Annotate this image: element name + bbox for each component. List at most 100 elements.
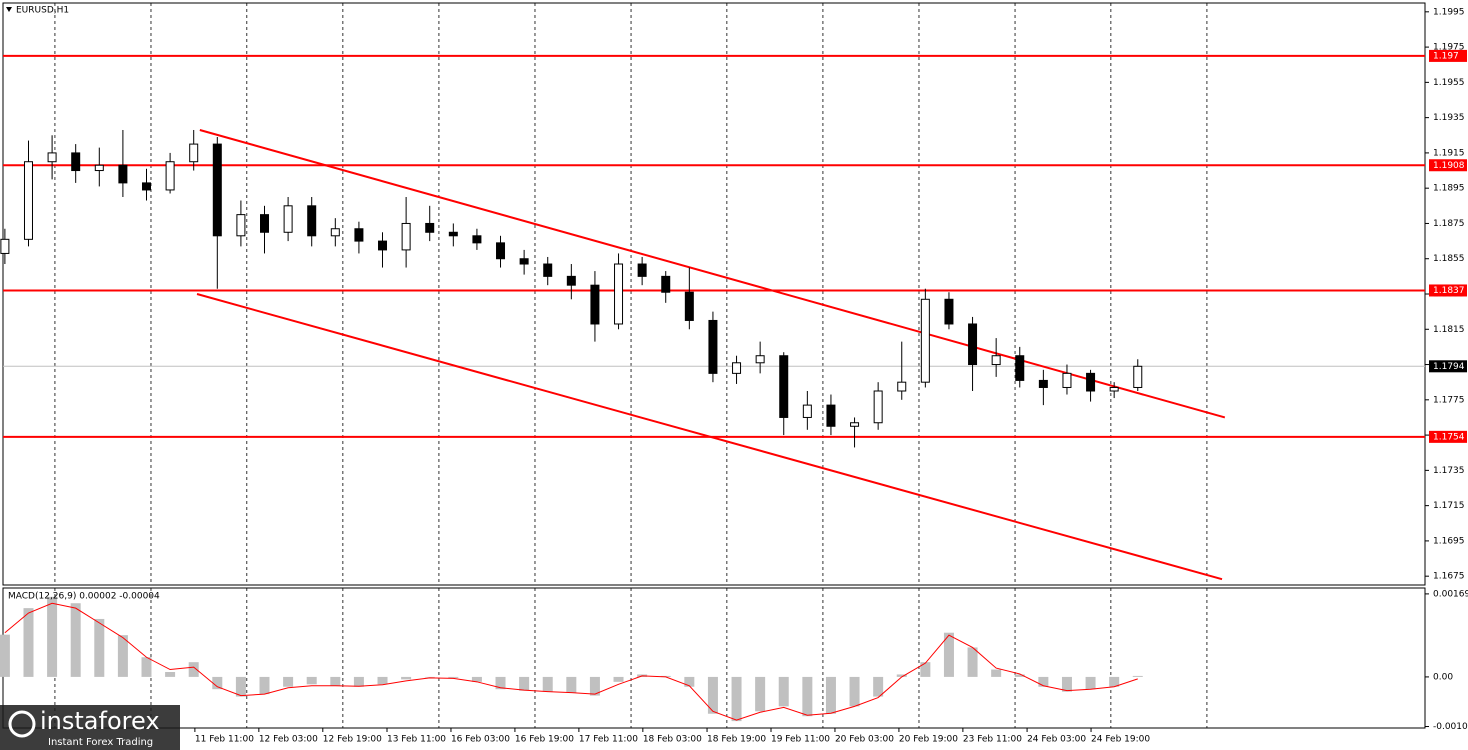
macd-bar: [1038, 676, 1049, 687]
candle-body: [71, 152, 81, 172]
candle-body: [189, 143, 199, 163]
macd-bar: [117, 635, 128, 677]
macd-bar: [967, 647, 978, 677]
level-label: 1.1837: [1433, 286, 1465, 296]
candle-body: [472, 235, 482, 244]
candle-body: [1086, 372, 1096, 392]
y-tick-label: 1.1995: [1433, 7, 1465, 17]
candle-body: [47, 152, 57, 163]
macd-bar: [377, 676, 388, 685]
trend-line: [196, 293, 1223, 581]
y-tick-label: 1.1875: [1433, 219, 1465, 229]
candle-body: [354, 228, 364, 242]
macd-bar: [707, 676, 718, 714]
candle-body: [614, 263, 624, 325]
logo-name: instaforex: [40, 707, 160, 735]
level-label: 1.1754: [1433, 432, 1465, 442]
candle-body: [708, 319, 718, 374]
macd-bar: [613, 676, 624, 682]
candle-body: [307, 205, 317, 237]
x-tick-label: 20 Feb 19:00: [899, 735, 958, 745]
candle-body: [968, 323, 978, 366]
candle-body: [283, 205, 293, 233]
macd-bar: [589, 676, 600, 696]
macd-bar: [802, 676, 813, 717]
y-tick-label: 0.00: [1433, 672, 1453, 682]
macd-bar: [755, 676, 766, 712]
macd-signal: [4, 602, 1138, 721]
current-price-label: 1.1794: [1433, 362, 1465, 372]
candle-body: [944, 298, 954, 325]
macd-bar: [330, 676, 341, 686]
candle-body: [779, 355, 789, 418]
candle-body: [165, 161, 175, 191]
trend-line: [199, 129, 1226, 419]
current-price-box: [1429, 360, 1467, 373]
candle-body: [684, 291, 694, 321]
candle-body: [873, 390, 883, 424]
y-tick-label: 1.1855: [1433, 254, 1465, 264]
macd-bar: [23, 608, 34, 677]
macd-bar: [684, 676, 695, 687]
macd-bar: [849, 676, 860, 707]
x-tick-label: 12 Feb 19:00: [323, 735, 382, 745]
candle-body: [732, 362, 742, 374]
candle-body: [425, 222, 435, 233]
macd-bar: [94, 618, 105, 677]
macd-bar: [259, 676, 270, 695]
chart-title: EURUSD,H1: [16, 6, 69, 16]
candle-body: [566, 275, 576, 286]
y-tick-label: 0.00169: [1433, 589, 1468, 599]
y-tick-label: 1.1915: [1433, 148, 1465, 158]
macd-bar: [566, 676, 577, 693]
macd-bar: [495, 676, 506, 690]
title-arrow: [6, 7, 12, 12]
macd-bar: [943, 632, 954, 677]
candle-body: [260, 214, 270, 233]
candle-body: [1015, 355, 1025, 381]
x-tick-label: 18 Feb 03:00: [643, 735, 702, 745]
macd-bar: [353, 676, 364, 687]
y-tick-label: 1.1935: [1433, 113, 1465, 123]
candle-body: [0, 238, 10, 254]
y-tick-label: 1.1675: [1433, 572, 1465, 582]
macd-bar: [70, 603, 81, 677]
candle-body: [496, 242, 506, 260]
macd-bar: [165, 672, 176, 677]
candle-body: [448, 231, 458, 237]
level-box: [1429, 49, 1467, 62]
candle-body: [590, 284, 600, 325]
candle-body: [23, 161, 33, 240]
macd-bar: [873, 676, 884, 697]
level-box: [1429, 430, 1467, 443]
candle-body: [661, 275, 671, 293]
macd-bar: [47, 596, 58, 677]
x-tick-label: 13 Feb 11:00: [387, 735, 446, 745]
macd-bar: [283, 676, 294, 687]
logo-tagline: Instant Forex Trading: [48, 737, 153, 748]
macd-bar: [188, 662, 199, 677]
candle-body: [920, 298, 930, 383]
x-tick-label: 24 Feb 03:00: [1027, 735, 1086, 745]
candle-body: [1038, 379, 1048, 388]
macd-bar: [448, 676, 459, 678]
candle-body: [755, 355, 765, 364]
macd-title: MACD(12,26,9) 0.00002 -0.00004: [8, 592, 160, 602]
logo-icon: [8, 710, 36, 738]
y-tick-label: 1.1715: [1433, 501, 1465, 511]
logo-box: [0, 705, 180, 750]
macd-bar: [1061, 676, 1072, 692]
y-tick-label: 1.1735: [1433, 466, 1465, 476]
candle-body: [378, 240, 388, 251]
y-tick-label: 1.1895: [1433, 184, 1465, 194]
level-box: [1429, 284, 1467, 297]
macd-bar: [401, 676, 412, 680]
x-tick-label: 18 Feb 19:00: [707, 735, 766, 745]
macd-bar: [920, 662, 931, 677]
y-tick-label: 1.1975: [1433, 43, 1465, 53]
y-tick-label: 1.1695: [1433, 536, 1465, 546]
macd-bar: [1014, 674, 1025, 677]
candle-body: [118, 164, 128, 184]
macd-bar: [0, 634, 10, 677]
